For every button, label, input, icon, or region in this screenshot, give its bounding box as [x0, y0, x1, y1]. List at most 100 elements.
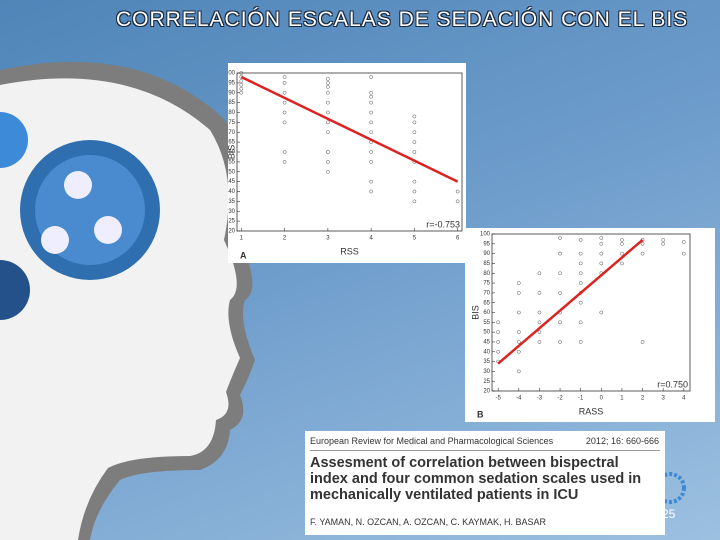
data-point: [455, 189, 460, 194]
data-point: [578, 320, 583, 325]
data-point: [326, 110, 330, 115]
x-tick-label: -1: [578, 396, 584, 402]
data-point: [578, 261, 583, 266]
data-point: [326, 90, 330, 95]
data-point: [620, 238, 624, 242]
y-tick-label: 65: [483, 300, 490, 306]
data-point: [516, 340, 521, 344]
data-point: [282, 81, 287, 85]
x-tick-label: -4: [516, 396, 522, 402]
data-point: [516, 291, 521, 295]
x-tick-label: -5: [496, 396, 502, 402]
x-tick-label: -2: [557, 396, 563, 402]
data-point: [239, 79, 244, 83]
data-point: [537, 310, 542, 315]
data-point: [369, 189, 373, 194]
data-point: [661, 238, 666, 242]
data-point: [578, 340, 583, 344]
y-tick-label: 90: [228, 90, 235, 96]
data-point: [282, 120, 287, 125]
y-tick-label: 30: [228, 209, 235, 215]
y-tick-label: 30: [483, 369, 490, 375]
data-point: [516, 369, 521, 374]
x-axis-label: RASS: [579, 406, 604, 416]
data-point: [326, 150, 330, 154]
y-tick-label: 85: [228, 100, 235, 106]
y-tick-label: 65: [228, 140, 235, 146]
data-point: [326, 120, 330, 125]
data-point: [516, 281, 521, 285]
y-tick-label: 80: [483, 271, 490, 277]
data-point: [369, 150, 373, 154]
data-point: [516, 349, 521, 354]
y-tick-label: 45: [483, 340, 490, 346]
data-point: [599, 251, 604, 256]
x-tick-label: 3: [662, 396, 666, 402]
data-point: [496, 320, 501, 325]
y-tick-label: 40: [228, 189, 235, 195]
x-tick-label: 4: [682, 396, 686, 402]
y-tick-label: 55: [228, 159, 235, 165]
x-tick-label: 3: [326, 236, 330, 242]
x-tick-label: 0: [600, 396, 604, 402]
y-tick-label: 35: [483, 359, 490, 365]
data-point: [681, 251, 686, 256]
data-point: [640, 340, 645, 344]
data-point: [326, 77, 330, 81]
y-axis-label: BIS: [228, 145, 236, 160]
data-point: [369, 110, 373, 115]
y-tick-label: 70: [228, 130, 235, 136]
y-tick-label: 80: [228, 110, 235, 116]
y-axis-label: BIS: [470, 305, 480, 320]
y-tick-label: 85: [483, 261, 490, 267]
y-tick-label: 100: [480, 232, 491, 238]
data-point: [537, 320, 542, 325]
data-point: [412, 140, 417, 144]
data-point: [412, 120, 417, 125]
data-point: [326, 169, 330, 174]
data-point: [369, 120, 373, 125]
data-point: [558, 320, 562, 325]
data-point: [412, 114, 417, 119]
data-point: [640, 241, 645, 246]
data-point: [496, 340, 501, 344]
x-tick-label: 1: [620, 396, 624, 402]
data-point: [455, 199, 460, 204]
authors: F. YAMAN, N. OZCAN, A. OZCAN, C. KAYMAK,…: [310, 517, 547, 527]
x-tick-label: 5: [413, 236, 417, 242]
y-tick-label: 35: [228, 199, 235, 205]
journal-issue: 2012; 16: 660-666: [585, 436, 659, 446]
correlation: r=-0.753: [426, 219, 460, 229]
data-point: [369, 94, 373, 99]
x-tick-label: 2: [641, 396, 645, 402]
data-point: [516, 310, 521, 315]
data-point: [599, 236, 604, 240]
data-point: [537, 291, 542, 295]
y-tick-label: 20: [228, 229, 235, 235]
x-tick-label: -3: [537, 396, 543, 402]
y-tick-label: 70: [483, 290, 490, 296]
data-point: [496, 349, 501, 354]
data-point: [412, 150, 417, 154]
y-tick-label: 25: [483, 379, 490, 385]
y-tick-label: 60: [228, 150, 235, 156]
y-tick-label: 45: [228, 179, 235, 185]
correlation: r=0.750: [657, 379, 688, 389]
data-point: [412, 179, 417, 184]
data-point: [599, 310, 604, 315]
data-point: [537, 340, 542, 344]
data-point: [369, 75, 373, 79]
data-point: [578, 251, 583, 256]
data-point: [412, 189, 417, 194]
y-tick-label: 95: [228, 80, 235, 86]
data-point: [282, 160, 287, 164]
y-tick-label: 40: [483, 349, 490, 355]
data-point: [620, 251, 624, 256]
slide-title: CORRELACIÓN ESCALAS DE SEDACIÓN CON EL B…: [116, 8, 689, 31]
y-tick-label: 90: [483, 251, 490, 257]
data-point: [558, 236, 562, 240]
data-point: [326, 130, 330, 135]
paper-title: Assesment of correlation between bispect…: [310, 455, 642, 503]
